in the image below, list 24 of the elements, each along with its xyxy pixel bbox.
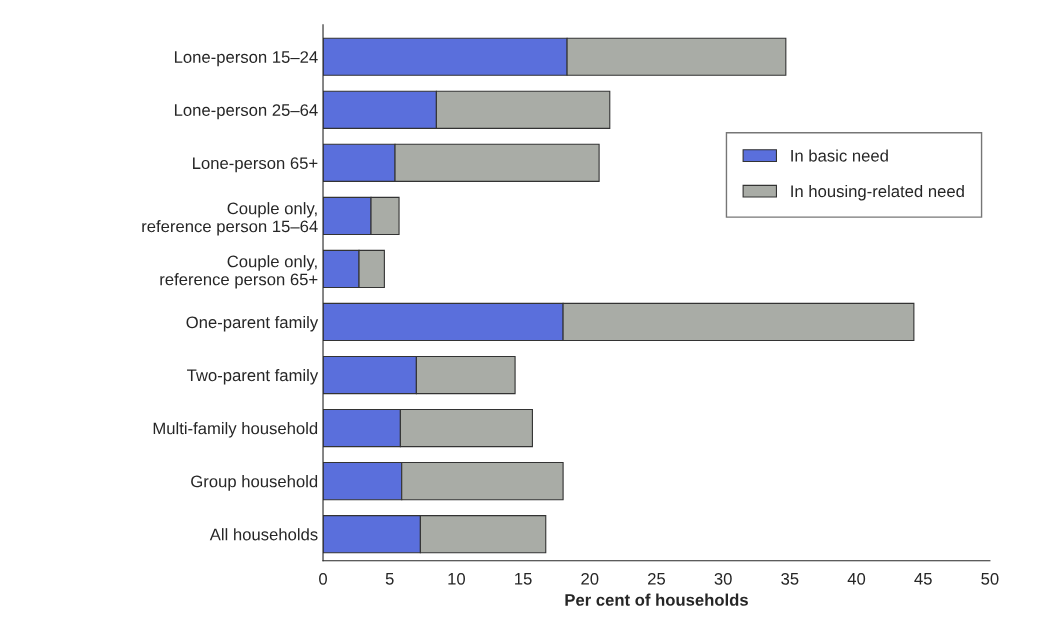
legend-label: In basic need [791,149,888,162]
x-tick-label: 10 [448,572,466,585]
x-tick-label: 25 [648,572,666,585]
y-tick-label: Two-parent family [187,368,319,385]
y-tick-label: Multi-family household [153,422,318,438]
y-tick-label: All households [209,528,318,541]
y-tick-label: One-parent family [186,315,319,332]
x-tick-label: 30 [714,572,732,585]
x-tick-label: 35 [781,572,799,585]
x-tick-label: 50 [981,572,999,585]
y-tick-label: Couple only, reference person 15–64 [142,202,318,236]
y-tick-label: Lone-person 65+ [193,157,318,173]
y-tick-label: Group household [191,475,318,491]
legend-label: In housing-related need [791,184,964,201]
x-tick-label: 0 [319,572,327,585]
x-tick-label: 5 [385,573,394,585]
x-tick-label: 20 [581,572,599,585]
x-axis-title: Per cent of households [565,593,748,606]
y-tick-label: Couple only, reference person 65+ [160,255,318,289]
y-tick-label: Lone-person 15–24 [174,51,318,67]
x-tick-label: 40 [847,572,866,585]
x-tick-label: 45 [914,573,932,585]
y-tick-label: Lone-person 25–64 [174,104,318,120]
x-tick-label: 15 [515,573,532,585]
